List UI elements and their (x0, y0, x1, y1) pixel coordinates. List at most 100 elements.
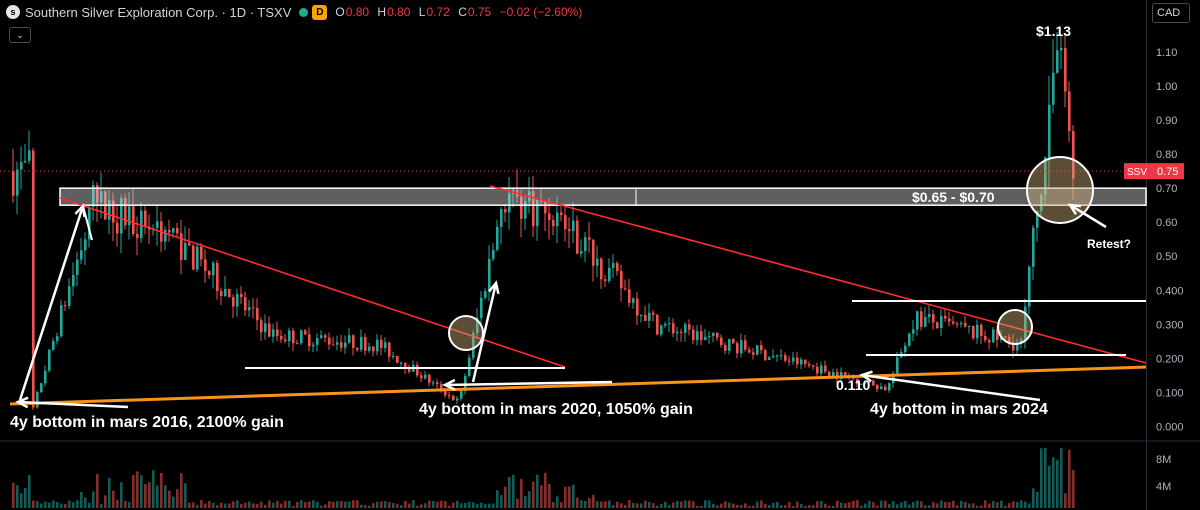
volume-bar (424, 503, 427, 508)
candle-body (468, 357, 471, 376)
volume-bar (620, 503, 623, 508)
candle-body (1044, 157, 1047, 195)
candle-body (496, 226, 499, 250)
candle-body (276, 329, 279, 337)
support-line (9, 365, 1147, 406)
volume-bar (432, 501, 435, 508)
volume-bar (508, 477, 511, 508)
candle-body (232, 297, 235, 307)
candle-body (280, 336, 283, 340)
candle-body (556, 212, 559, 227)
volume-bar (60, 503, 63, 508)
candle-body (1028, 266, 1031, 307)
candle-body (676, 331, 679, 334)
candle-body (360, 337, 363, 350)
candle-body (1072, 131, 1075, 179)
volume-bar (844, 503, 847, 508)
candle-body (200, 246, 203, 260)
candle-body (968, 325, 971, 327)
candle-body (348, 335, 351, 343)
candle-body (56, 336, 59, 342)
candle-body (736, 343, 739, 354)
candle-body (524, 201, 527, 219)
candle-body (272, 329, 275, 337)
candle-body (188, 242, 191, 246)
volume-bar (152, 470, 155, 508)
candle-body (292, 330, 295, 344)
volume-bar (780, 505, 783, 508)
currency-label: CAD (1157, 7, 1181, 19)
candle-body (228, 288, 231, 298)
candle-body (92, 185, 95, 207)
volume-bar (596, 501, 599, 508)
volume-bar (244, 502, 247, 508)
volume-bar (128, 502, 131, 508)
volume-bar (228, 503, 231, 508)
candle-body (704, 336, 707, 341)
volume-bar (356, 500, 359, 508)
candle-body (588, 237, 591, 240)
volume-bar (116, 499, 119, 508)
candle-body (948, 318, 951, 322)
candle-body (448, 395, 451, 397)
volume-bar (1036, 491, 1039, 508)
volume-bar (692, 501, 695, 508)
volume-bar (324, 504, 327, 508)
volume-bar (908, 504, 911, 508)
retest-label: Retest? (1087, 237, 1131, 251)
candle-body (712, 332, 715, 336)
volume-bar (500, 495, 503, 508)
candle-body (424, 374, 427, 379)
candle-body (72, 274, 75, 287)
volume-bar (92, 491, 95, 508)
candle-body (1052, 72, 1055, 105)
volume-bar (696, 505, 699, 508)
chevron-down-icon[interactable]: ⌄ (9, 27, 31, 43)
price-axis[interactable] (1146, 0, 1200, 510)
volume-bar (464, 502, 467, 508)
candle-body (840, 372, 843, 379)
interval-badge[interactable]: D (312, 4, 328, 20)
price-label-ticker: SSV (1127, 167, 1147, 178)
candle-body (636, 298, 639, 316)
candle-body (1032, 227, 1035, 267)
candle-body (28, 150, 31, 161)
volume-bar (804, 505, 807, 508)
candle-body (768, 357, 771, 360)
candle-body (696, 331, 699, 341)
candle-body (772, 355, 775, 358)
candle-body (332, 344, 335, 346)
volume-bar (76, 500, 79, 508)
candle-body (100, 191, 103, 203)
volume-bar (404, 500, 407, 508)
candle-body (928, 314, 931, 317)
volume-bar (204, 503, 207, 508)
volume-bar (856, 500, 859, 508)
currency-select[interactable]: CAD (1152, 3, 1190, 23)
retest-arrow-head (1067, 203, 1082, 215)
candle-body (876, 385, 879, 390)
candle-body (484, 291, 487, 298)
volume-bar (604, 501, 607, 508)
bottom-2024-label: 4y bottom in mars 2024 (870, 401, 1048, 418)
volume-bar (472, 502, 475, 508)
open-label: O (335, 5, 345, 19)
volume-bar (1040, 448, 1043, 508)
volume-bar (36, 500, 39, 508)
candle-body (600, 258, 603, 280)
volume-bar (176, 489, 179, 508)
price-ticks: 1.10 1.00 0.90 0.80 0.70 0.60 0.50 0.400 0.300 0.… (0, 47, 1200, 493)
candle-body (304, 330, 307, 335)
volume-bar (772, 502, 775, 508)
candle-body (488, 258, 491, 292)
candle-body (684, 324, 687, 333)
volume-bar (668, 504, 671, 508)
volume-bar (728, 502, 731, 508)
candle-body (620, 270, 623, 289)
candle-body (532, 191, 535, 227)
symbol-title[interactable]: Southern Silver Exploration Corp. · 1D ·… (25, 4, 292, 20)
candle-body (964, 322, 967, 327)
volume-bar (180, 473, 183, 508)
price-label-ticker-bg (1124, 163, 1154, 180)
